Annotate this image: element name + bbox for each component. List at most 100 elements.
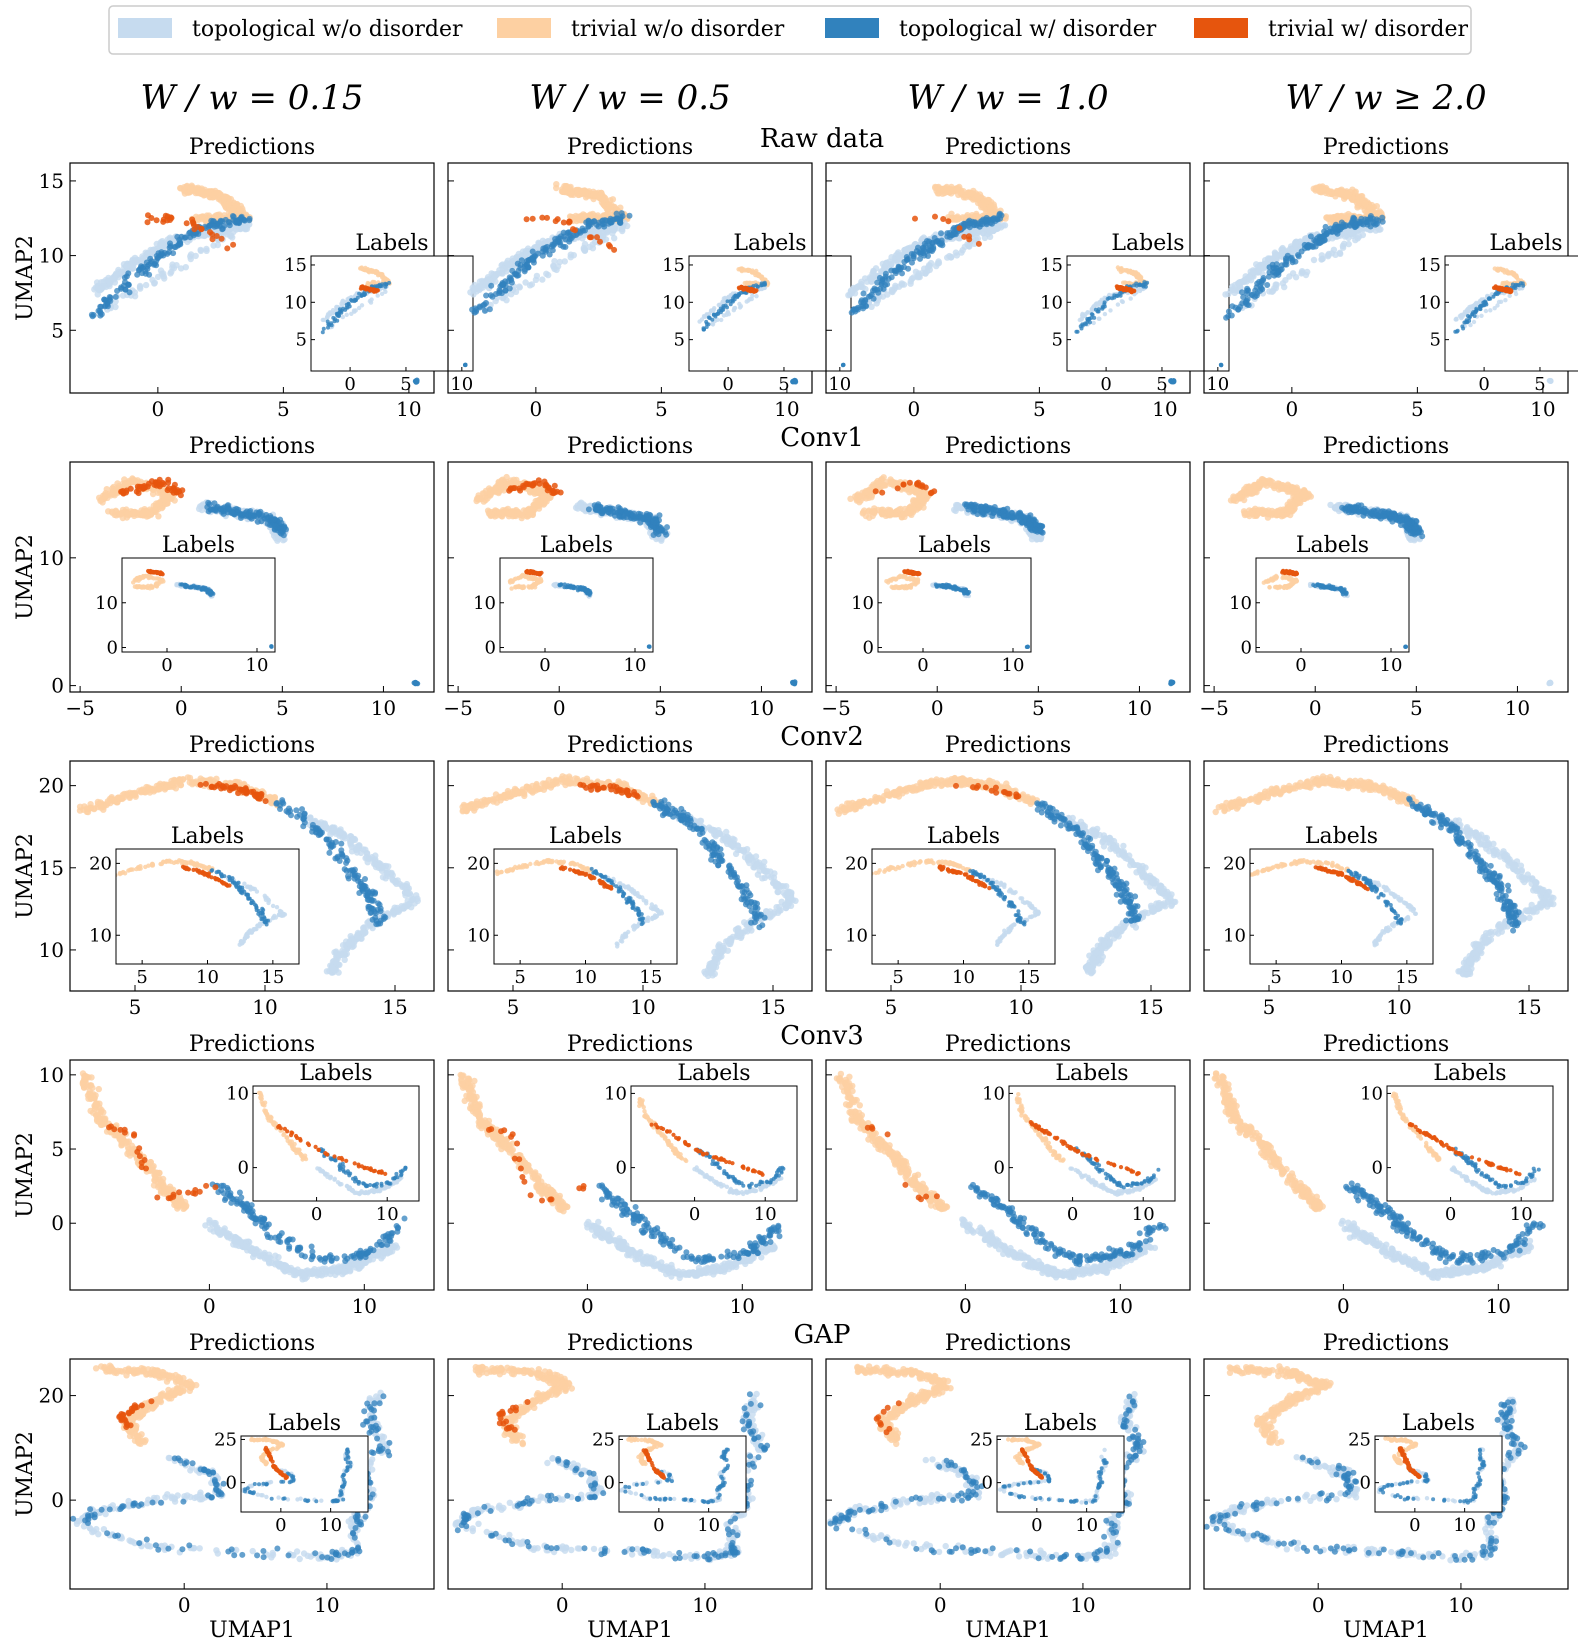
- inset-point: [1108, 308, 1113, 313]
- data-point: [1225, 290, 1232, 298]
- data-point: [1359, 231, 1367, 239]
- data-point: [1305, 244, 1312, 251]
- inset-point: [330, 308, 336, 313]
- data-point: [1343, 190, 1351, 197]
- data-point: [613, 210, 620, 217]
- y-tick-label: 10: [39, 244, 64, 268]
- data-point: [471, 286, 478, 293]
- inset-point: [1137, 274, 1142, 280]
- data-point: [1338, 212, 1346, 220]
- inset-point: [344, 312, 349, 317]
- data-point: [153, 217, 160, 224]
- data-point: [539, 248, 546, 255]
- inset-point: [1471, 319, 1477, 325]
- inset-point: [740, 267, 745, 273]
- data-point: [874, 279, 881, 286]
- data-point: [218, 235, 225, 242]
- inset-point: [367, 298, 373, 304]
- inset-point: [349, 311, 354, 316]
- data-point: [131, 289, 138, 296]
- inset-point: [1496, 299, 1502, 305]
- data-point: [170, 250, 177, 257]
- data-point: [472, 305, 479, 312]
- data-point: [570, 252, 577, 259]
- scatter-points: [467, 181, 799, 385]
- data-point: [1321, 228, 1328, 235]
- inset-point: [727, 295, 732, 300]
- data-point: [227, 232, 234, 239]
- inset-point: [1461, 312, 1466, 317]
- panel-title: Predictions: [567, 135, 693, 160]
- inset-point: [1504, 287, 1510, 292]
- inset-x-tick-label: 10: [450, 374, 473, 395]
- data-point: [489, 293, 496, 300]
- data-point: [1242, 300, 1249, 306]
- inset-point: [1091, 320, 1096, 326]
- data-point: [856, 282, 863, 289]
- x-tick-label: 5: [277, 397, 290, 421]
- inset-point: [713, 312, 718, 317]
- inset-point: [463, 363, 467, 368]
- data-point: [952, 231, 959, 238]
- inset-point: [732, 306, 737, 311]
- inset-point: [1492, 306, 1497, 311]
- inset-point: [1505, 281, 1510, 287]
- data-point: [533, 272, 541, 280]
- x-tick-label: 0: [529, 397, 542, 421]
- inset-point: [841, 363, 846, 367]
- data-point: [947, 232, 954, 239]
- data-point: [144, 263, 151, 270]
- inset-point: [719, 317, 724, 323]
- data-point: [1341, 240, 1348, 247]
- inset-x-tick-label: 0: [1478, 374, 1489, 395]
- data-point: [1327, 219, 1334, 226]
- data-point: [1232, 287, 1239, 294]
- inset-point: [359, 303, 365, 308]
- data-point: [107, 492, 115, 499]
- data-point: [959, 247, 966, 254]
- data-point: [566, 218, 573, 225]
- inset-point: [349, 298, 354, 302]
- data-point: [234, 201, 241, 208]
- data-point: [182, 264, 189, 271]
- inset-y-tick-label: 10: [662, 292, 685, 313]
- data-point: [868, 291, 875, 298]
- data-point: [549, 247, 556, 254]
- inset-title: Labels: [1111, 231, 1184, 256]
- inset-point: [1134, 281, 1139, 286]
- data-point: [895, 263, 902, 270]
- data-point: [974, 235, 981, 242]
- inset-point: [1488, 308, 1493, 313]
- data-point: [970, 227, 977, 235]
- data-point: [203, 247, 210, 254]
- x-tick-label: 5: [1033, 397, 1046, 421]
- data-point: [1275, 268, 1282, 275]
- data-point: [161, 275, 168, 282]
- column-title: W / w = 1.0: [907, 78, 1108, 118]
- inset-point: [751, 270, 757, 275]
- inset-point: [1090, 312, 1095, 317]
- data-point: [1249, 292, 1256, 299]
- data-point: [481, 301, 488, 308]
- inset-point: [1463, 320, 1468, 325]
- data-point: [869, 274, 876, 282]
- data-point: [182, 234, 189, 241]
- data-point: [946, 252, 953, 260]
- data-point: [901, 264, 907, 271]
- inset-point: [1131, 271, 1136, 277]
- data-point: [221, 222, 228, 229]
- inset-y-tick-label: 15: [662, 255, 685, 276]
- data-point: [1373, 220, 1380, 227]
- row-title: Raw data: [760, 124, 884, 154]
- inset-point: [1080, 313, 1085, 318]
- inset-point: [1115, 294, 1120, 298]
- data-point: [1236, 279, 1244, 286]
- data-point: [868, 303, 875, 310]
- data-point: [1223, 314, 1230, 321]
- inset-point: [1107, 292, 1112, 298]
- data-point: [151, 279, 158, 286]
- data-point: [1310, 256, 1318, 264]
- inset-point: [745, 280, 750, 286]
